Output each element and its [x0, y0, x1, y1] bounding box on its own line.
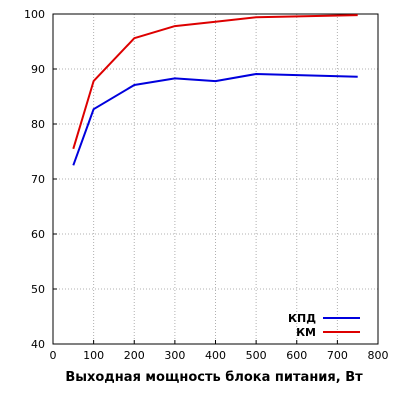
- x-tick-label: 200: [124, 349, 145, 362]
- y-tick-label: 90: [31, 63, 45, 76]
- x-tick-label: 300: [164, 349, 185, 362]
- legend-label: КМ: [296, 326, 316, 339]
- x-tick-label: 600: [286, 349, 307, 362]
- series-line-km: [72, 14, 358, 150]
- series-line-kpd: [72, 73, 358, 166]
- y-tick-label: 70: [31, 173, 45, 186]
- grid: [53, 14, 378, 344]
- y-tick-label: 80: [31, 118, 45, 131]
- series-lines: [72, 14, 358, 166]
- y-tick-label: 40: [31, 338, 45, 351]
- y-tick-label: 100: [24, 8, 45, 21]
- axis-ticks: 0 100 200 300 400 500 600 700 800 40 50 60 70 80 90 100: [24, 8, 389, 362]
- x-axis-title: Выходная мощность блока питания, Вт: [65, 370, 363, 385]
- x-tick-label: 100: [83, 349, 104, 362]
- x-tick-label: 400: [205, 349, 226, 362]
- legend-label: КПД: [288, 312, 316, 325]
- y-tick-label: 60: [31, 228, 45, 241]
- x-tick-label: 800: [368, 349, 389, 362]
- x-tick-label: 500: [246, 349, 267, 362]
- x-tick-label: 700: [327, 349, 348, 362]
- x-tick-label: 0: [50, 349, 57, 362]
- y-tick-label: 50: [31, 283, 45, 296]
